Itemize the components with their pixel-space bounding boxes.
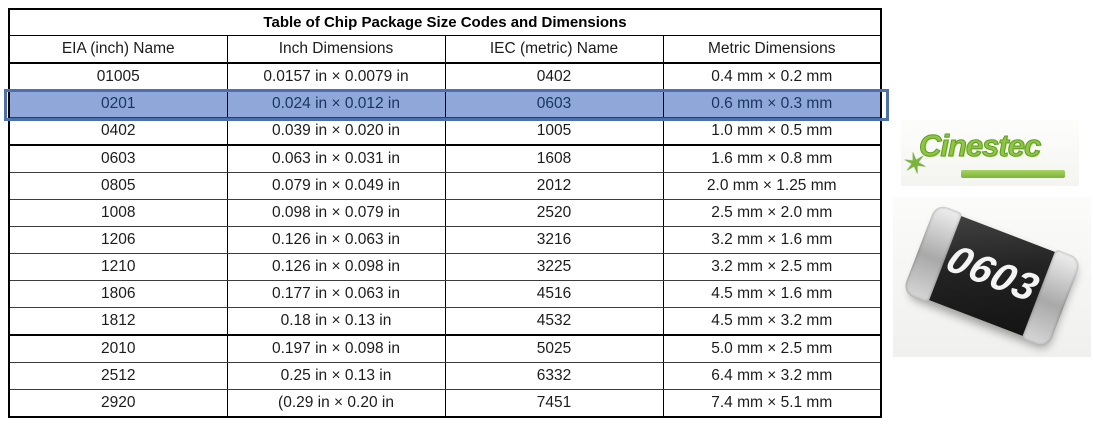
cell-iec: 5025 — [444, 335, 663, 363]
cell-inch: 0.039 in × 0.020 in — [226, 117, 445, 146]
cell-iec: 0603 — [444, 90, 663, 118]
cell-iec: 7451 — [444, 389, 663, 417]
cell-eia: 2512 — [9, 362, 227, 390]
cell-iec: 6332 — [444, 362, 663, 390]
cell-metric: 4.5 mm × 3.2 mm — [662, 307, 881, 336]
cell-metric: 5.0 mm × 2.5 mm — [662, 335, 881, 363]
table-row[interactable]: 1812 0.18 in × 0.13 in 4532 4.5 mm × 3.2 mm — [9, 307, 881, 336]
size-codes-table: Table of Chip Package Size Codes and Dim… — [8, 8, 882, 418]
table-row[interactable]: 01005 0.0157 in × 0.0079 in 0402 0.4 mm × 0… — [9, 63, 881, 91]
cell-metric: 6.4 mm × 3.2 mm — [662, 362, 881, 390]
cell-eia: 1806 — [9, 280, 227, 308]
table-row-selected[interactable]: 0201 0.024 in × 0.012 in 0603 0.6 mm × 0.3 … — [9, 90, 881, 118]
cell-eia: 1008 — [9, 199, 227, 227]
cell-inch: 0.024 in × 0.012 in — [226, 90, 445, 118]
cell-iec: 1608 — [444, 145, 663, 173]
cell-inch: (0.29 in × 0.20 in — [226, 389, 445, 417]
cell-inch: 0.063 in × 0.031 in — [226, 145, 445, 173]
cell-eia: 0603 — [9, 145, 227, 173]
table-row[interactable]: 2010 0.197 in × 0.098 in 5025 5.0 mm × 2.5 … — [9, 335, 881, 363]
table-header-row: EIA (inch) Name Inch Dimensions IEC (met… — [9, 35, 881, 64]
table-row[interactable]: 2512 0.25 in × 0.13 in 6332 6.4 mm × 3.2 mm — [9, 362, 881, 390]
cell-metric: 0.4 mm × 0.2 mm — [662, 63, 881, 91]
cell-iec: 1005 — [444, 117, 663, 146]
cell-eia: 0805 — [9, 172, 227, 200]
cell-iec: 2520 — [444, 199, 663, 227]
cell-inch: 0.098 in × 0.079 in — [226, 199, 445, 227]
logo-wordmark: Cinestec — [918, 128, 1041, 164]
logo-tagline-bar — [961, 170, 1065, 178]
cell-metric: 3.2 mm × 2.5 mm — [662, 253, 881, 281]
cell-inch: 0.079 in × 0.049 in — [226, 172, 445, 200]
cell-inch: 0.25 in × 0.13 in — [226, 362, 445, 390]
table-row[interactable]: 1206 0.126 in × 0.063 in 3216 3.2 mm × 1.6 … — [9, 226, 881, 254]
table-row[interactable]: 0805 0.079 in × 0.049 in 2012 2.0 mm × 1.25… — [9, 172, 881, 200]
table-title: Table of Chip Package Size Codes and Dim… — [9, 9, 881, 36]
cell-inch: 0.126 in × 0.063 in — [226, 226, 445, 254]
cell-metric: 7.4 mm × 5.1 mm — [662, 389, 881, 417]
cell-metric: 0.6 mm × 0.3 mm — [662, 90, 881, 118]
cell-iec: 4516 — [444, 280, 663, 308]
col-header-inch: Inch Dimensions — [226, 35, 445, 64]
col-header-metric: Metric Dimensions — [662, 35, 881, 64]
cell-metric: 2.5 mm × 2.0 mm — [662, 199, 881, 227]
cell-metric: 4.5 mm × 1.6 mm — [662, 280, 881, 308]
cell-eia: 0201 — [9, 90, 227, 118]
cell-metric: 2.0 mm × 1.25 mm — [662, 172, 881, 200]
chip-size-table: Table of Chip Package Size Codes and Dim… — [4, 8, 889, 418]
cell-metric: 1.0 mm × 0.5 mm — [662, 117, 881, 146]
table-row[interactable]: 0402 0.039 in × 0.020 in 1005 1.0 mm × 0.5 … — [9, 117, 881, 146]
col-header-eia: EIA (inch) Name — [9, 35, 227, 64]
table-title-row: Table of Chip Package Size Codes and Dim… — [9, 9, 881, 36]
cell-eia: 1210 — [9, 253, 227, 281]
table-row[interactable]: 1210 0.126 in × 0.098 in 3225 3.2 mm × 2.5 … — [9, 253, 881, 281]
table-row[interactable]: 1806 0.177 in × 0.063 in 4516 4.5 mm × 1.6 … — [9, 280, 881, 308]
cell-eia: 2010 — [9, 335, 227, 363]
cell-eia: 1206 — [9, 226, 227, 254]
table-body: 01005 0.0157 in × 0.0079 in 0402 0.4 mm × 0… — [9, 63, 881, 417]
cell-metric: 1.6 mm × 0.8 mm — [662, 145, 881, 173]
cell-iec: 3216 — [444, 226, 663, 254]
table-row[interactable]: 0603 0.063 in × 0.031 in 1608 1.6 mm × 0.8 … — [9, 145, 881, 173]
cell-inch: 0.177 in × 0.063 in — [226, 280, 445, 308]
chip-label: 0603 — [939, 237, 1047, 311]
cell-inch: 0.18 in × 0.13 in — [226, 307, 445, 336]
cell-iec: 4532 — [444, 307, 663, 336]
cell-eia: 0402 — [9, 117, 227, 146]
chip-0603-body: 0603 — [901, 203, 1083, 349]
cell-eia: 2920 — [101, 394, 136, 411]
cell-inch: 0.0157 in × 0.0079 in — [226, 63, 445, 91]
cell-inch: 0.126 in × 0.098 in — [226, 253, 445, 281]
cell-iec: 0402 — [444, 63, 663, 91]
cell-inch: 0.197 in × 0.098 in — [226, 335, 445, 363]
table-row[interactable]: 2920 (0.29 in × 0.20 in 7451 7.4 mm × 5.1 m… — [9, 389, 881, 417]
cell-eia: 01005 — [9, 63, 227, 91]
cell-metric: 3.2 mm × 1.6 mm — [662, 226, 881, 254]
cell-iec: 3225 — [444, 253, 663, 281]
cell-eia: 1812 — [9, 307, 227, 336]
cell-iec: 2012 — [444, 172, 663, 200]
vendor-logo: ✶ Cinestec — [900, 120, 1079, 186]
col-header-iec: IEC (metric) Name — [444, 35, 663, 64]
chip-resistor-photo: 0603 — [893, 197, 1091, 357]
table-row[interactable]: 1008 0.098 in × 0.079 in 2520 2.5 mm × 2.0 … — [9, 199, 881, 227]
